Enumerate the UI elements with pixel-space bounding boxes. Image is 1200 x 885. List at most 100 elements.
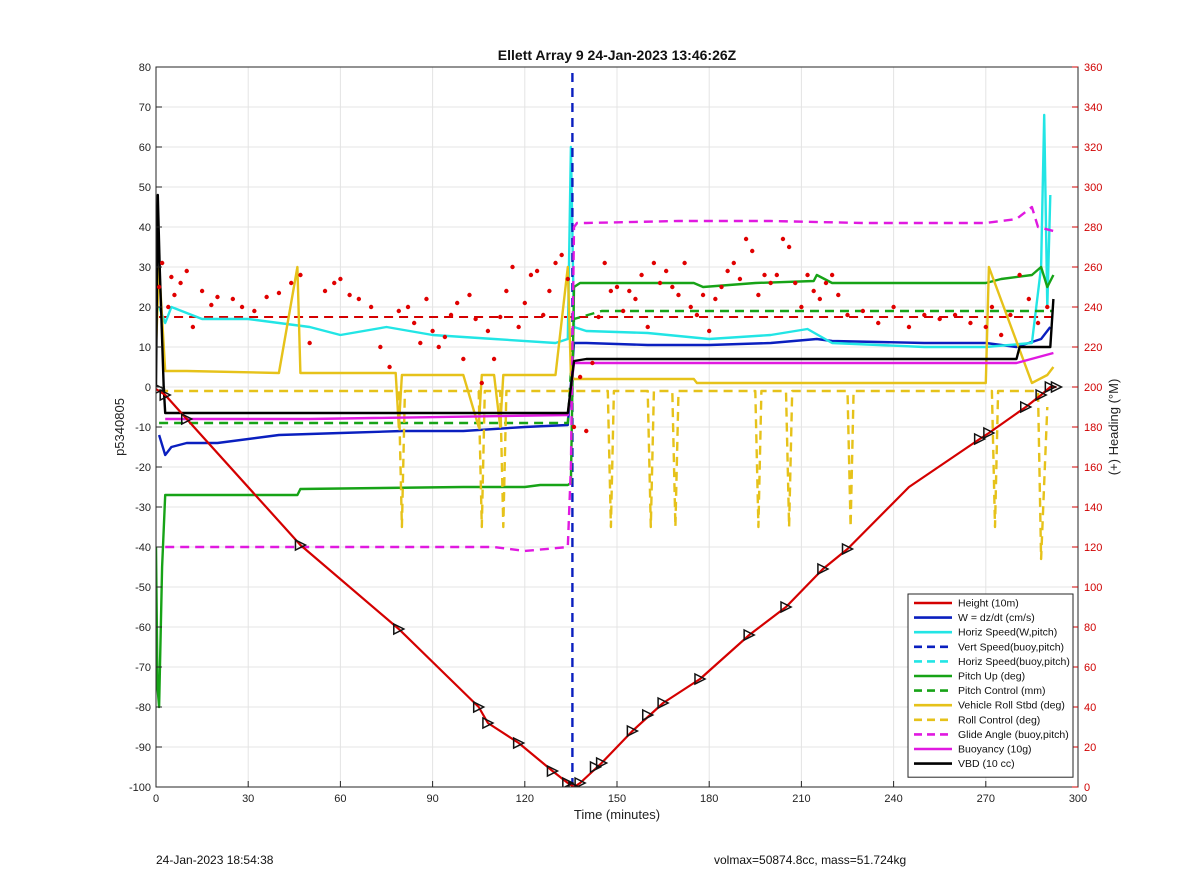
height-marker [512, 736, 526, 750]
heading-point [1008, 312, 1013, 318]
heading-point [332, 280, 337, 286]
heading-point [230, 296, 236, 302]
heading-point [793, 280, 798, 286]
y-axis-label: p5340805 [112, 398, 127, 456]
legend: Height (10m) W = dz/dt (cm/s) Horiz Speed(… [907, 593, 1074, 778]
heading-point [614, 284, 620, 290]
heading-point [166, 304, 171, 310]
height-marker [568, 780, 581, 787]
heading-point [378, 344, 383, 350]
heading-point [811, 288, 816, 294]
heading-point [504, 288, 509, 294]
heading-point [817, 296, 823, 302]
heading-point [608, 288, 614, 294]
heading-point [172, 292, 177, 298]
heading-point [620, 308, 626, 314]
heading-point [584, 428, 589, 434]
height-marker [472, 700, 486, 714]
y2-tick-label: 20 [1084, 742, 1096, 754]
heading-point [707, 328, 712, 334]
legend-label: Pitch Up (deg) [958, 671, 1025, 683]
heading-point [891, 304, 896, 310]
heading-point [541, 312, 546, 318]
heading-point [396, 308, 401, 314]
footer-info: volmax=50874.8cc, mass=51.724kg [714, 853, 907, 867]
heading-point [159, 260, 165, 266]
y-tick-label: -70 [135, 662, 151, 674]
heading-point [719, 284, 724, 290]
y-tick-label: -50 [135, 582, 151, 594]
heading-point [860, 308, 866, 314]
heading-point [694, 312, 700, 318]
height-marker [657, 696, 670, 710]
x-tick-label: 90 [426, 793, 438, 805]
heading-point [657, 280, 663, 286]
heading-point [682, 260, 687, 266]
heading-point [565, 276, 571, 282]
height-marker [159, 388, 172, 402]
heading-point [418, 340, 423, 346]
y2-tick-label: 0 [1084, 782, 1090, 794]
heading-point [491, 356, 497, 362]
heading-point [639, 272, 644, 278]
heading-point [737, 276, 743, 282]
heading-point [461, 356, 466, 362]
y-tick-label: -60 [135, 622, 151, 634]
heading-point [553, 260, 558, 266]
x-tick-label: 30 [242, 793, 254, 805]
heading-point [731, 260, 736, 266]
height-marker [780, 600, 793, 614]
heading-point [799, 304, 804, 310]
heading-point [762, 272, 767, 278]
heading-point [836, 292, 841, 298]
heading-point [780, 236, 786, 242]
heading-point [627, 288, 632, 294]
y2-tick-label: 300 [1084, 182, 1102, 194]
y2-tick-label: 180 [1084, 422, 1102, 434]
heading-point [633, 296, 638, 302]
heading-point [178, 280, 183, 286]
heading-point [252, 308, 257, 314]
y-tick-label: 30 [139, 262, 151, 274]
legend-label: Vehicle Roll Stbd (deg) [958, 700, 1065, 712]
y-tick-label: 50 [139, 182, 151, 194]
heading-point [534, 268, 540, 274]
heading-point [725, 268, 730, 274]
heading-point [387, 364, 392, 370]
heading-point [442, 334, 448, 340]
legend-label: Horiz Speed(W,pitch) [958, 627, 1057, 639]
height-marker [626, 724, 640, 738]
y-tick-label: 70 [139, 102, 151, 114]
height-marker [546, 764, 560, 778]
x-tick-label: 270 [977, 793, 995, 805]
heading-point [756, 292, 761, 298]
y-tick-label: 10 [139, 342, 151, 354]
height-marker [180, 412, 194, 426]
heading-point [829, 272, 835, 278]
height-marker [1050, 380, 1064, 394]
y2-tick-label: 280 [1084, 222, 1102, 234]
heading-point [602, 260, 607, 266]
heading-point [209, 302, 214, 308]
heading-point [424, 296, 429, 302]
heading-point [405, 304, 411, 310]
x-tick-label: 150 [608, 793, 626, 805]
height-marker [743, 628, 756, 642]
heading-point [264, 294, 269, 300]
y-tick-label: -80 [135, 702, 151, 714]
y-axis-ticks: -100-90-80-70-60-50-40-30-20-10010203040… [129, 62, 162, 794]
y2-tick-label: 80 [1084, 622, 1096, 634]
legend-label: VBD (10 cc) [958, 758, 1015, 770]
heading-point [688, 304, 693, 310]
legend-label: Buoyancy (10g) [958, 744, 1032, 756]
y2-tick-label: 360 [1084, 62, 1102, 74]
heading-point [651, 260, 657, 266]
height-marker [393, 622, 406, 636]
height-marker [694, 672, 707, 686]
y2-tick-label: 240 [1084, 302, 1102, 314]
heading-point [1045, 304, 1050, 310]
heading-point [516, 324, 521, 330]
heading-point [356, 296, 362, 302]
heading-point [430, 328, 435, 334]
heading-point [805, 272, 810, 278]
